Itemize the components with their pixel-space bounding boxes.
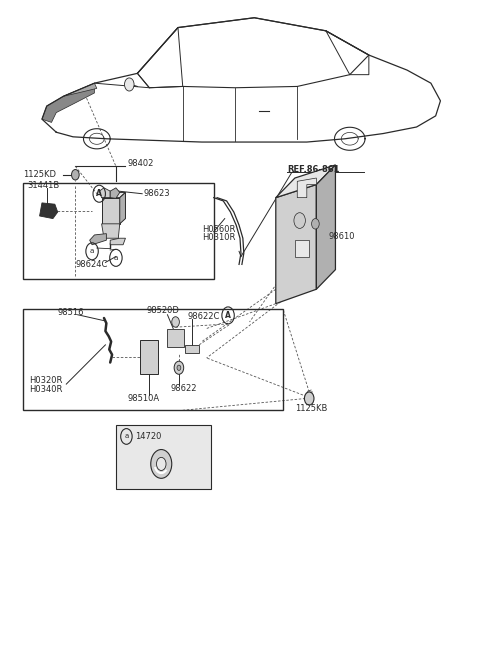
Text: 98623: 98623 [144, 189, 170, 198]
Text: 98516: 98516 [58, 308, 84, 317]
Text: REF.86-861: REF.86-861 [287, 165, 339, 174]
Circle shape [312, 219, 319, 229]
Text: a: a [90, 248, 94, 254]
Circle shape [177, 365, 181, 371]
Circle shape [172, 317, 180, 327]
Text: 98610: 98610 [328, 233, 355, 241]
Bar [168, 328, 184, 347]
Text: H0560R: H0560R [202, 225, 235, 233]
Text: A: A [225, 311, 231, 320]
Polygon shape [110, 188, 120, 198]
Bar [23, 309, 283, 410]
Bar [295, 240, 309, 256]
Polygon shape [99, 188, 110, 198]
Circle shape [72, 170, 79, 180]
Text: 31441B: 31441B [28, 181, 60, 191]
Polygon shape [316, 165, 336, 289]
Polygon shape [102, 198, 120, 224]
Polygon shape [120, 193, 125, 224]
Circle shape [156, 457, 166, 470]
Circle shape [174, 361, 184, 374]
Polygon shape [42, 83, 95, 122]
Text: a: a [124, 434, 129, 440]
Polygon shape [63, 83, 97, 97]
Text: 98624C: 98624C [75, 260, 108, 269]
Polygon shape [276, 165, 336, 198]
Circle shape [294, 213, 305, 229]
Text: 1125KB: 1125KB [295, 404, 327, 413]
Text: 14720: 14720 [135, 432, 161, 441]
Text: 98402: 98402 [128, 159, 154, 168]
Text: 98520D: 98520D [147, 306, 180, 315]
Text: 98622C: 98622C [188, 312, 220, 321]
Text: H0320R: H0320R [29, 376, 62, 386]
Polygon shape [39, 203, 58, 219]
Text: a: a [114, 255, 118, 261]
Polygon shape [102, 224, 120, 238]
Text: H0310R: H0310R [202, 233, 235, 242]
Text: 98622: 98622 [171, 384, 197, 393]
Polygon shape [110, 238, 125, 245]
Text: H0340R: H0340R [29, 385, 62, 394]
Circle shape [151, 449, 172, 478]
Bar [116, 424, 211, 489]
Bar [23, 183, 214, 279]
Text: 1125KD: 1125KD [23, 170, 56, 179]
Circle shape [124, 78, 134, 91]
Polygon shape [297, 178, 316, 198]
Polygon shape [276, 185, 316, 304]
Text: A: A [96, 189, 102, 198]
Polygon shape [90, 234, 107, 245]
Polygon shape [185, 345, 199, 353]
Circle shape [304, 392, 314, 405]
Polygon shape [102, 193, 125, 198]
Bar [140, 340, 158, 374]
Text: 98510A: 98510A [128, 394, 160, 403]
